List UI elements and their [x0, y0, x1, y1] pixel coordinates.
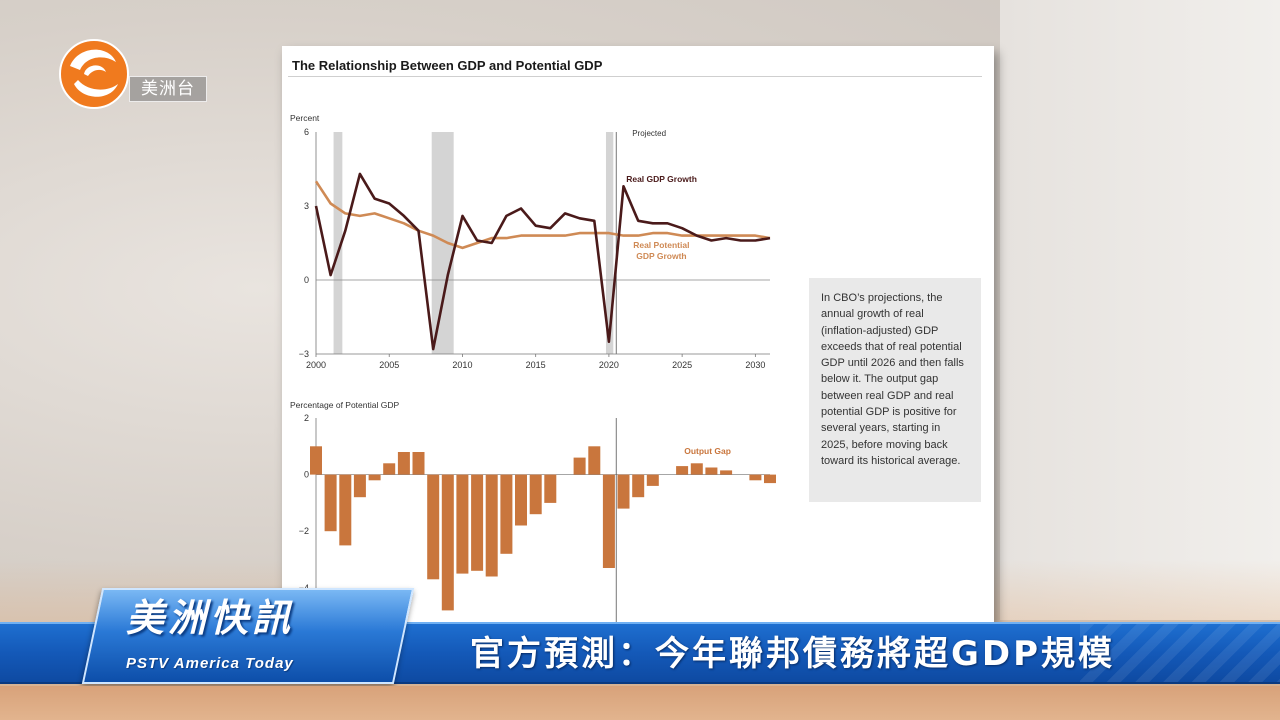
output-gap-bar — [397, 452, 410, 475]
bottom-strip — [0, 686, 1280, 720]
output-gap-bar — [324, 474, 337, 532]
output-gap-label: Output Gap — [684, 446, 731, 456]
x-tick-label: 2015 — [526, 360, 546, 370]
recession-band — [605, 132, 614, 354]
bottom-y-tick-label: −2 — [299, 526, 309, 536]
station-badge: 美洲台 — [129, 76, 207, 102]
output-gap-bar — [515, 474, 527, 526]
top-y-tick-label: −3 — [299, 349, 309, 359]
output-gap-bar — [764, 474, 776, 484]
recession-band — [333, 132, 343, 354]
background-right — [1000, 0, 1280, 620]
output-gap-bar — [588, 446, 601, 475]
output-gap-bar — [632, 474, 645, 498]
output-gap-bar — [310, 446, 322, 475]
recession-band — [431, 132, 454, 354]
real-gdp-line — [314, 172, 771, 351]
document-page: The Relationship Between GDP and Potenti… — [282, 46, 994, 626]
top-y-axis-label: Percent — [290, 113, 320, 123]
output-gap-bar — [529, 474, 542, 515]
output-gap-bar — [456, 474, 469, 574]
potential-gdp-label-2: GDP Growth — [636, 251, 686, 261]
output-gap-bar — [412, 452, 425, 475]
bottom-y-axis-label: Percentage of Potential GDP — [290, 400, 399, 410]
output-gap-bar — [500, 474, 513, 554]
x-tick-label: 2010 — [452, 360, 472, 370]
bottom-y-tick-label: −4 — [299, 583, 309, 593]
output-gap-bar — [705, 467, 718, 475]
top-y-tick-label: 3 — [304, 201, 309, 211]
output-gap-bar — [749, 474, 762, 481]
bottom-y-tick-label: 2 — [304, 413, 309, 423]
phoenix-logo-icon — [59, 39, 129, 109]
output-gap-bar — [383, 463, 396, 475]
top-y-tick-label: 6 — [304, 127, 309, 137]
x-tick-label: 2020 — [599, 360, 619, 370]
x-tick-label: 2030 — [745, 360, 765, 370]
brand-subtitle: PSTV America Today — [126, 655, 294, 672]
title-divider — [288, 76, 982, 77]
banner-decoration — [1080, 624, 1280, 682]
output-gap-bar — [485, 474, 498, 577]
real-gdp-label: Real GDP Growth — [626, 174, 697, 184]
x-tick-label: 2005 — [379, 360, 399, 370]
output-gap-bar — [617, 474, 630, 509]
top-y-tick-label: 0 — [304, 275, 309, 285]
output-gap-bar — [602, 474, 615, 568]
output-gap-bar — [676, 466, 689, 475]
output-gap-bar — [471, 474, 484, 571]
callout-box: In CBO’s projections, the annual growth … — [809, 278, 981, 502]
projected-label: Projected — [632, 129, 666, 138]
output-gap-bar — [720, 470, 733, 475]
x-tick-label: 2000 — [306, 360, 326, 370]
bottom-y-tick-label: 0 — [304, 470, 309, 480]
output-gap-bar — [690, 463, 703, 475]
output-gap-bar — [339, 474, 352, 546]
headline: 官方預測：今年聯邦債務將超GDP規模 — [470, 634, 1116, 674]
potential-gdp-label-1: Real Potential — [633, 240, 689, 250]
output-gap-bar — [368, 474, 381, 481]
output-gap-bar — [353, 474, 366, 498]
output-gap-bar — [441, 474, 454, 611]
output-gap-bar — [427, 474, 440, 580]
output-gap-bar — [573, 457, 586, 475]
x-tick-label: 2025 — [672, 360, 692, 370]
page-title: The Relationship Between GDP and Potenti… — [292, 58, 603, 73]
output-gap-bar — [544, 474, 557, 503]
output-gap-bar — [646, 474, 659, 486]
brand-title: 美洲快訊 — [126, 596, 295, 640]
